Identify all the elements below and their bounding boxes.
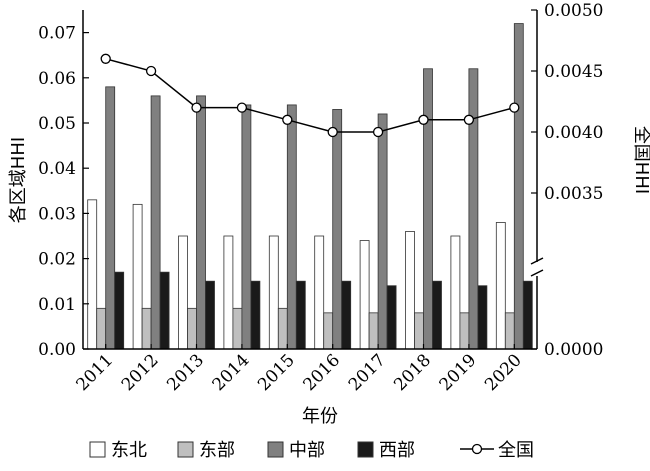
point-全国 <box>372 126 384 138</box>
legend-swatch-西部 <box>357 441 374 458</box>
point-全国 <box>509 102 520 113</box>
bars-layer <box>87 23 533 350</box>
bar-东北 <box>178 235 188 350</box>
bar-西部 <box>341 280 352 350</box>
bar-西部 <box>432 280 442 350</box>
y-tick-label: 0.04 <box>38 159 76 179</box>
bar-西部 <box>295 280 306 350</box>
y-tick-label: 0.06 <box>38 69 76 89</box>
x-tick-label: 2016 <box>300 350 345 395</box>
y2-axis-title: 全国HHI <box>631 126 650 194</box>
bar-东部 <box>232 307 243 350</box>
bar-中部 <box>513 23 524 350</box>
legend-label-西部: 西部 <box>379 440 415 461</box>
bar-中部 <box>332 109 343 350</box>
bar-中部 <box>377 113 388 350</box>
bar-东部 <box>323 312 334 350</box>
bar-西部 <box>114 271 125 350</box>
bar-中部 <box>196 95 206 350</box>
y-axis-title: 各区域HHI <box>8 137 29 223</box>
y-tick-label: 0.05 <box>38 114 76 134</box>
bar-西部 <box>205 280 215 350</box>
bar-东部 <box>187 307 197 350</box>
y-tick-label: 0.03 <box>38 204 76 224</box>
legend-label-东部: 东部 <box>199 440 235 461</box>
bar-东北 <box>268 235 279 350</box>
y-tick-label: 0.00 <box>38 340 76 360</box>
bar-中部 <box>468 68 479 350</box>
y2-axis-break-mark <box>530 269 544 277</box>
bar-东部 <box>504 312 515 350</box>
y2-axis-break-mark <box>530 257 544 265</box>
x-tick-label: 2015 <box>254 350 299 395</box>
x-tick-label: 2012 <box>118 350 163 395</box>
point-全国 <box>191 102 202 113</box>
legend-marker-全国 <box>471 443 483 455</box>
y2-tick-label: 0.0040 <box>544 123 603 143</box>
bar-东部 <box>459 312 470 350</box>
y2-tick-label: 0.0050 <box>544 1 603 21</box>
y-tick-label: 0.07 <box>38 24 76 44</box>
x-tick-label: 2017 <box>345 350 390 395</box>
bar-中部 <box>241 104 252 350</box>
x-tick-label: 2019 <box>436 350 481 395</box>
bar-中部 <box>150 95 161 350</box>
y-tick-label: 0.02 <box>38 250 76 270</box>
bar-中部 <box>423 68 433 350</box>
point-全国 <box>145 65 157 77</box>
bar-东部 <box>368 312 379 350</box>
y2-tick-label: 0.0035 <box>544 184 603 204</box>
x-tick-label: 2020 <box>481 350 526 395</box>
y2-tick-label: 0.0045 <box>544 62 603 82</box>
legend-label-东北: 东北 <box>111 440 147 461</box>
bar-东北 <box>314 235 325 350</box>
legend-label-中部: 中部 <box>289 440 325 461</box>
bar-东部 <box>96 307 107 350</box>
y2-tick-label: 0.0000 <box>544 340 603 360</box>
bar-东部 <box>277 307 288 350</box>
bar-东北 <box>359 240 370 350</box>
bar-东部 <box>141 307 152 350</box>
bar-东北 <box>495 222 506 350</box>
bar-中部 <box>286 104 297 350</box>
bar-东北 <box>132 203 143 350</box>
bar-西部 <box>522 280 533 350</box>
point-全国 <box>327 126 338 138</box>
legend-swatch-东部 <box>177 441 194 458</box>
x-tick-label: 2014 <box>209 350 254 395</box>
bar-东北 <box>405 231 415 350</box>
point-全国 <box>282 114 293 125</box>
bar-西部 <box>386 285 397 350</box>
point-全国 <box>236 102 248 113</box>
legend: 东北 东部 中部 西部 全国 <box>89 440 534 461</box>
x-tick-label: 2013 <box>163 350 208 395</box>
point-全国 <box>100 53 111 64</box>
line-series-layer <box>100 53 520 138</box>
bar-东北 <box>450 235 461 350</box>
line-全国 <box>105 58 515 133</box>
legend-label-全国: 全国 <box>498 440 534 461</box>
bar-西部 <box>477 285 488 350</box>
x-axis-title: 年份 <box>302 406 338 427</box>
point-全国 <box>418 114 429 125</box>
bar-东北 <box>223 235 234 350</box>
legend-swatch-中部 <box>267 441 284 458</box>
bar-东北 <box>87 199 98 350</box>
bar-东部 <box>414 312 424 350</box>
point-全国 <box>463 114 475 125</box>
legend-swatch-东北 <box>89 441 106 458</box>
x-tick-label: 2018 <box>390 350 435 395</box>
bar-西部 <box>250 280 261 350</box>
y-tick-label: 0.01 <box>38 295 76 315</box>
x-tick-label: 2011 <box>72 350 117 395</box>
bar-西部 <box>159 271 170 350</box>
bar-中部 <box>105 86 116 350</box>
